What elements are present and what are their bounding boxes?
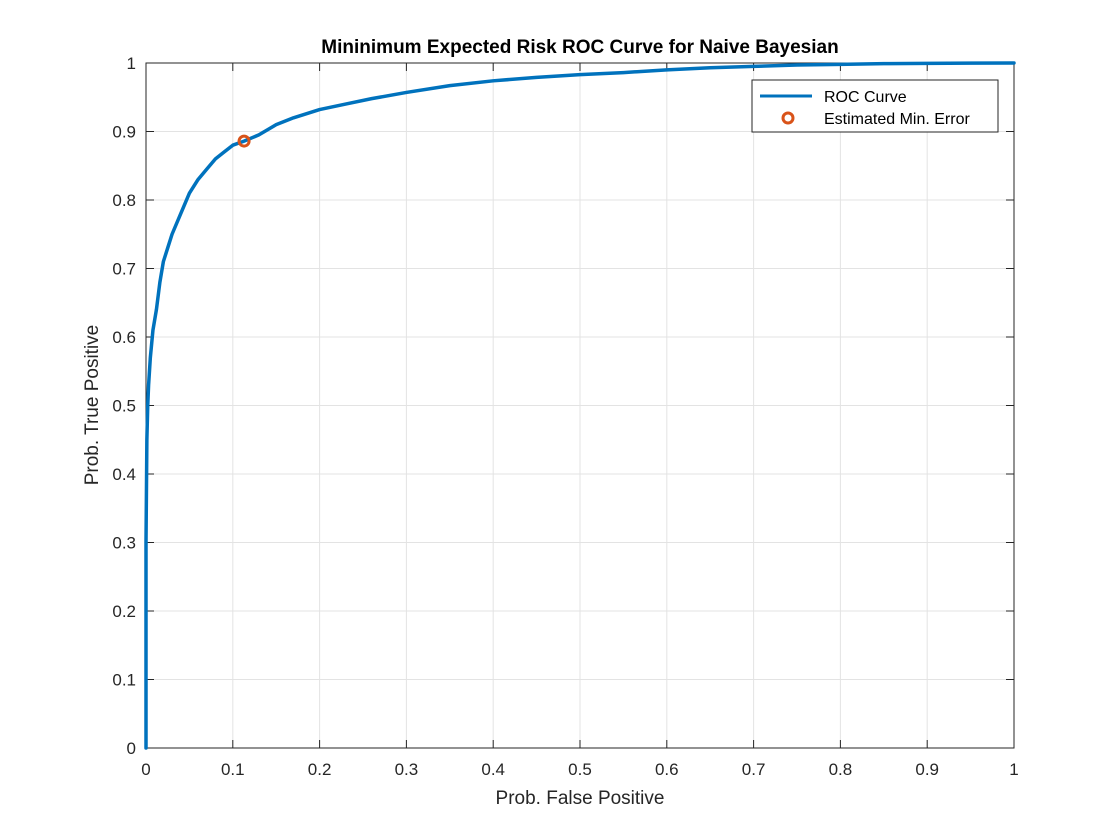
y-tick-label: 1 [127, 54, 136, 73]
y-axis-label: Prob. True Positive [82, 325, 103, 486]
y-tick-label: 0.4 [112, 465, 136, 484]
chart-title: Mininimum Expected Risk ROC Curve for Na… [321, 37, 838, 58]
x-tick-label: 0.4 [481, 760, 505, 779]
y-tick-label: 0.9 [112, 123, 136, 142]
x-tick-label: 0.8 [829, 760, 853, 779]
x-tick-label: 0.3 [395, 760, 419, 779]
y-tick-label: 0.2 [112, 602, 136, 621]
y-tick-label: 0.1 [112, 671, 136, 690]
legend-box [751, 79, 999, 133]
x-tick-label: 0.2 [308, 760, 332, 779]
series-layer [144, 61, 1016, 750]
roc-curve-line [144, 61, 1016, 750]
y-tick-label: 0.3 [112, 534, 136, 553]
legend-label-min-error: Estimated Min. Error [824, 111, 970, 128]
x-tick-label: 0.1 [221, 760, 245, 779]
y-tick-labels: 0 0.1 0.2 0.3 0.4 0.5 0.6 0.7 0.8 0.9 1 [112, 54, 136, 758]
x-tick-label: 0.5 [568, 760, 592, 779]
legend-marker-sample [781, 111, 795, 125]
min-error-marker [237, 134, 251, 148]
y-tick-label: 0.7 [112, 260, 136, 279]
x-tick-label: 0.7 [742, 760, 766, 779]
x-tick-label: 0 [141, 760, 150, 779]
x-tick-labels: 0 0.1 0.2 0.3 0.4 0.5 0.6 0.7 0.8 0.9 1 [141, 760, 1018, 779]
x-tick-label: 0.9 [915, 760, 939, 779]
legend: ROC Curve Estimated Min. Error [751, 79, 999, 133]
x-axis-label: Prob. False Positive [496, 788, 665, 809]
x-tick-label: 0.6 [655, 760, 679, 779]
y-tick-label: 0 [127, 739, 136, 758]
y-tick-label: 0.6 [112, 328, 136, 347]
x-tick-label: 1 [1009, 760, 1018, 779]
y-tick-label: 0.8 [112, 191, 136, 210]
y-tick-label: 0.5 [112, 397, 136, 416]
legend-label-roc-curve: ROC Curve [824, 89, 907, 106]
